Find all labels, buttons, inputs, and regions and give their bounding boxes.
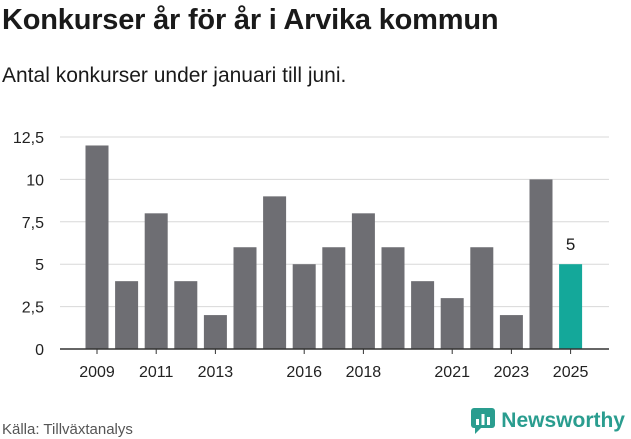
bar bbox=[85, 145, 109, 349]
x-axis: 2009 2011 2013 2016 2018 2021 2023 2025 bbox=[60, 348, 609, 381]
bar bbox=[440, 298, 464, 349]
bar bbox=[263, 196, 287, 349]
brand-name: Newsworthy bbox=[501, 409, 625, 432]
bar bbox=[292, 264, 316, 349]
y-tick-label: 12,5 bbox=[13, 130, 44, 147]
bar bbox=[351, 213, 375, 349]
y-tick-label: 5 bbox=[35, 257, 44, 274]
bar bbox=[174, 281, 198, 349]
bars bbox=[85, 145, 583, 349]
y-tick-label: 2,5 bbox=[22, 300, 44, 317]
chart-title: Konkurser år för år i Arvika kommun bbox=[2, 4, 499, 36]
y-axis-tick-labels: 0 2,5 5 7,5 10 12,5 bbox=[13, 130, 44, 359]
x-tick-label: 2011 bbox=[139, 364, 174, 381]
y-tick-label: 0 bbox=[35, 342, 44, 359]
x-tick-label: 2013 bbox=[198, 364, 234, 381]
bar bbox=[529, 179, 553, 349]
bar bbox=[559, 264, 583, 349]
x-tick-label: 2018 bbox=[346, 364, 382, 381]
x-tick-label: 2016 bbox=[286, 364, 322, 381]
data-labels: 5 bbox=[566, 235, 575, 254]
bar bbox=[203, 315, 227, 349]
bar bbox=[411, 281, 435, 349]
y-tick-label: 10 bbox=[26, 172, 44, 189]
bar bbox=[470, 247, 494, 349]
x-tick-label: 2009 bbox=[79, 364, 115, 381]
bar bbox=[144, 213, 168, 349]
x-tick-label: 2021 bbox=[434, 364, 470, 381]
x-tick-label: 2025 bbox=[553, 364, 589, 381]
x-tick-label: 2023 bbox=[494, 364, 530, 381]
bar bbox=[115, 281, 139, 349]
bar bbox=[233, 247, 257, 349]
brand-logo: Newsworthy bbox=[471, 408, 625, 434]
data-label: 5 bbox=[566, 235, 575, 254]
source-note: Källa: Tillväxtanalys bbox=[2, 421, 133, 438]
bar bbox=[381, 247, 405, 349]
bar bbox=[322, 247, 346, 349]
y-tick-label: 7,5 bbox=[22, 215, 44, 232]
bar bbox=[499, 315, 523, 349]
chart-subtitle: Antal konkurser under januari till juni. bbox=[2, 64, 347, 87]
chat-bar-chart-icon bbox=[471, 408, 496, 434]
